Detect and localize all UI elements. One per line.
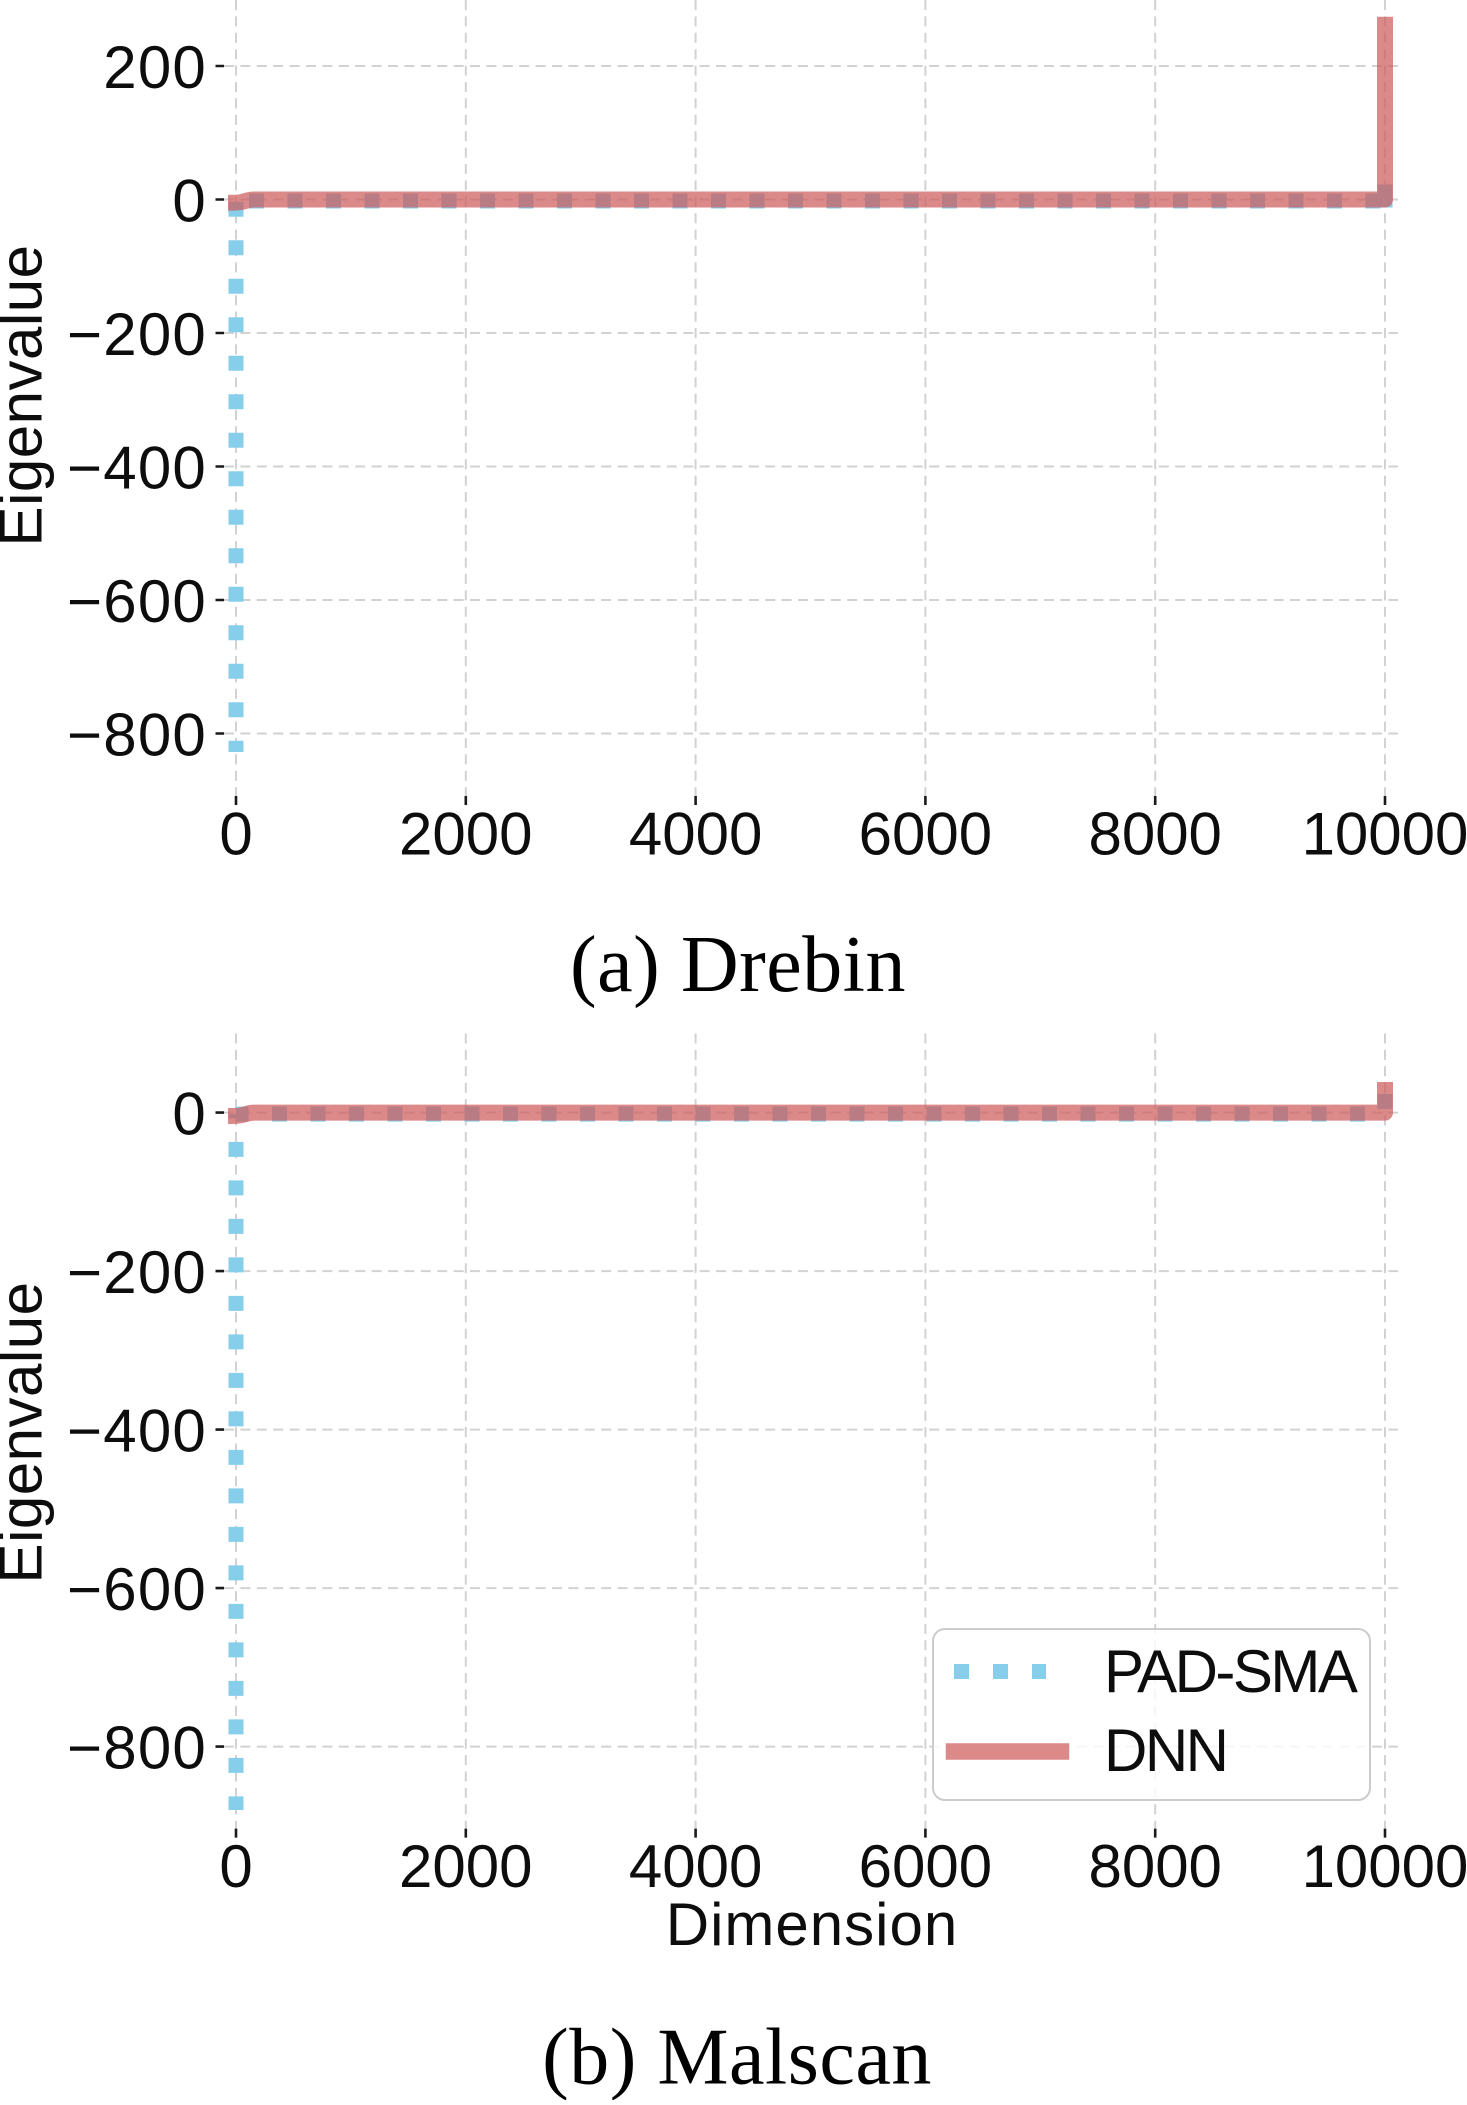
svg-text:Eigenvalue: Eigenvalue — [0, 245, 55, 547]
svg-text:PAD-SMA: PAD-SMA — [1104, 1638, 1358, 1705]
svg-text:8000: 8000 — [1088, 1833, 1221, 1900]
svg-text:2000: 2000 — [399, 1833, 532, 1900]
svg-text:(b) Malscan: (b) Malscan — [542, 2014, 932, 2101]
svg-text:0: 0 — [219, 1833, 252, 1900]
svg-text:0: 0 — [172, 1081, 207, 1148]
svg-text:2000: 2000 — [399, 801, 532, 868]
svg-text:DNN: DNN — [1104, 1717, 1227, 1784]
svg-text:−600: −600 — [67, 568, 207, 635]
svg-text:10000: 10000 — [1302, 1833, 1467, 1900]
svg-text:−600: −600 — [67, 1556, 207, 1623]
svg-text:−400: −400 — [67, 1398, 207, 1465]
svg-text:Dimension: Dimension — [666, 1891, 958, 1958]
svg-text:0: 0 — [219, 801, 252, 868]
svg-text:4000: 4000 — [629, 801, 762, 868]
svg-text:−400: −400 — [67, 435, 207, 502]
svg-text:−800: −800 — [67, 1715, 207, 1782]
svg-text:(a) Drebin: (a) Drebin — [570, 921, 906, 1009]
svg-text:6000: 6000 — [859, 1833, 992, 1900]
svg-text:10000: 10000 — [1302, 801, 1467, 868]
svg-text:−800: −800 — [67, 702, 207, 769]
svg-text:0: 0 — [172, 168, 207, 235]
svg-text:−200: −200 — [67, 1239, 207, 1306]
svg-text:200: 200 — [103, 34, 207, 101]
svg-text:−200: −200 — [67, 301, 207, 368]
svg-text:6000: 6000 — [859, 801, 992, 868]
svg-text:4000: 4000 — [629, 1833, 762, 1900]
svg-text:Eigenvalue: Eigenvalue — [0, 1282, 55, 1584]
svg-text:8000: 8000 — [1088, 801, 1221, 868]
